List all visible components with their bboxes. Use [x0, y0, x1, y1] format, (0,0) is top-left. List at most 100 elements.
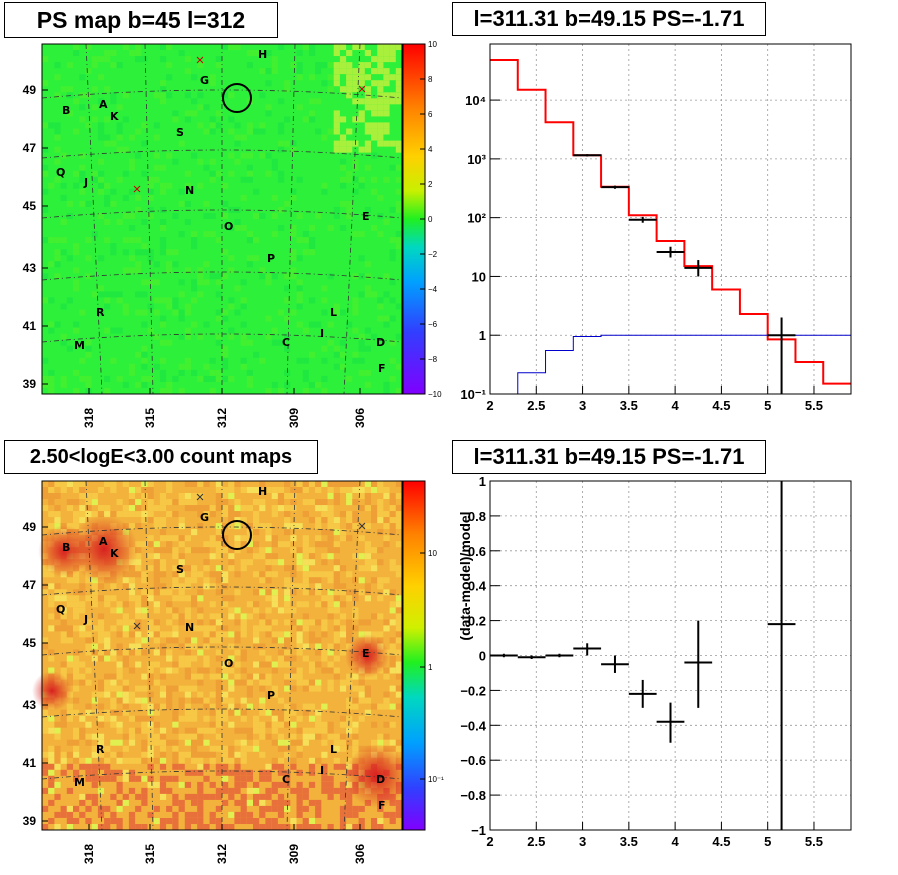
count_map-pixel: [203, 583, 210, 590]
ps_map-pixel: [234, 44, 241, 51]
ps_map-pixel: [352, 44, 359, 51]
count_map-pixel: [166, 619, 173, 626]
count_map-pixel: [321, 751, 328, 758]
count_map-pixel: [333, 583, 340, 590]
count_map-pixel: [339, 733, 347, 740]
ps_map-pixel: [352, 303, 359, 310]
count_map-pixel: [66, 824, 74, 831]
ps_map-source-label-h: H: [258, 48, 267, 61]
count_map-pixel: [308, 685, 316, 692]
count_map-pixel: [42, 727, 49, 734]
ps_map-pixel: [358, 80, 365, 87]
ps_map-pixel: [79, 200, 86, 207]
count_map-pixel: [240, 517, 247, 524]
count_map-pixel: [259, 733, 266, 740]
ps_map-pixel: [104, 50, 111, 57]
count_map-pixel: [147, 493, 154, 500]
count_map-pixel: [333, 589, 340, 596]
count_map-pixel: [271, 721, 278, 728]
count_map-pixel: [184, 535, 192, 542]
count_map-pixel: [147, 739, 154, 746]
ps_map-pixel: [159, 219, 167, 226]
count_map-pixel: [141, 607, 148, 614]
count_map-pixel: [327, 523, 334, 530]
count_map-pixel: [153, 559, 160, 566]
count_map-pixel: [302, 547, 309, 554]
ps_map-colorbar-label: −4: [428, 285, 438, 294]
count_map-pixel: [122, 481, 129, 488]
count_map-pixel: [159, 727, 167, 734]
count_map-pixel: [259, 553, 266, 560]
count_map-pixel: [395, 673, 403, 680]
ps_map-pixel: [91, 231, 98, 238]
count_map-pixel: [97, 703, 105, 710]
ps_map-pixel: [184, 68, 192, 75]
count_map-pixel: [178, 553, 185, 560]
ps_map-pixel: [271, 339, 278, 346]
count_map-pixel: [333, 637, 340, 644]
residuals-ytick-label: 0.6: [468, 544, 486, 559]
count_map-pixel: [358, 685, 365, 692]
count_map-pixel: [116, 787, 123, 794]
count_map-pixel: [60, 487, 67, 494]
ps_map-ytick-label: 47: [23, 141, 37, 155]
count_map-pixel: [315, 805, 322, 812]
ps_map-pixel: [395, 303, 403, 310]
ps_map-pixel: [346, 146, 353, 153]
count_map-pixel: [327, 505, 334, 512]
count_map-pixel: [184, 703, 192, 710]
count_map-pixel: [308, 733, 316, 740]
count_map-pixel: [265, 631, 272, 638]
count_map-pixel: [290, 535, 297, 542]
count_map-pixel: [284, 607, 291, 614]
ps_map-pixel: [209, 213, 216, 220]
ps_map-pixel: [339, 140, 347, 147]
ps_map-pixel: [234, 140, 241, 147]
ps_map-pixel: [141, 170, 148, 177]
count_map-pixel: [290, 709, 297, 716]
ps_map-pixel: [240, 225, 247, 232]
count_map-pixel: [135, 697, 142, 704]
count_map-pixel: [265, 733, 272, 740]
count_map-pixel: [184, 595, 192, 602]
count_map-pixel: [215, 763, 223, 770]
count_map-pixel: [128, 715, 136, 722]
count_map-pixel: [346, 679, 353, 686]
ps_map-pixel: [327, 321, 334, 328]
count_map-pixel: [172, 613, 179, 620]
count_map-pixel: [333, 625, 340, 632]
ps_map-pixel: [383, 315, 390, 322]
ps_map-pixel: [48, 369, 55, 376]
count_map-pixel: [228, 745, 235, 752]
count_map-pixel: [122, 613, 129, 620]
count_map-pixel: [339, 739, 347, 746]
ps_map-pixel: [135, 381, 142, 388]
ps_map-pixel: [222, 213, 229, 220]
ps_map-pixel: [159, 98, 167, 105]
ps_map-pixel: [296, 285, 303, 292]
count_map-source-label-m: M: [74, 776, 85, 789]
count_map-pixel: [104, 805, 111, 812]
count_map-pixel: [253, 607, 260, 614]
count_map-pixel: [308, 499, 316, 506]
ps_map-pixel: [321, 285, 328, 292]
count_map-pixel: [234, 757, 241, 764]
count_map-pixel: [79, 493, 86, 500]
count_map-pixel: [141, 481, 148, 488]
ps_map-pixel: [203, 164, 210, 171]
ps_map-pixel: [159, 206, 167, 213]
count_map-pixel: [97, 487, 105, 494]
count_map-pixel: [159, 824, 167, 831]
count_map-pixel: [215, 631, 223, 638]
ps_map-pixel: [159, 249, 167, 256]
ps_map-pixel: [147, 327, 154, 334]
count_map-pixel: [215, 655, 223, 662]
count_map-pixel: [315, 733, 322, 740]
count_map-pixel: [110, 739, 117, 746]
count_map-pixel: [178, 541, 185, 548]
count_map-pixel: [141, 649, 148, 656]
ps_map-pixel: [259, 273, 266, 280]
count_map-pixel: [147, 691, 154, 698]
ps_map-pixel: [191, 98, 198, 105]
count_map-pixel: [122, 703, 129, 710]
